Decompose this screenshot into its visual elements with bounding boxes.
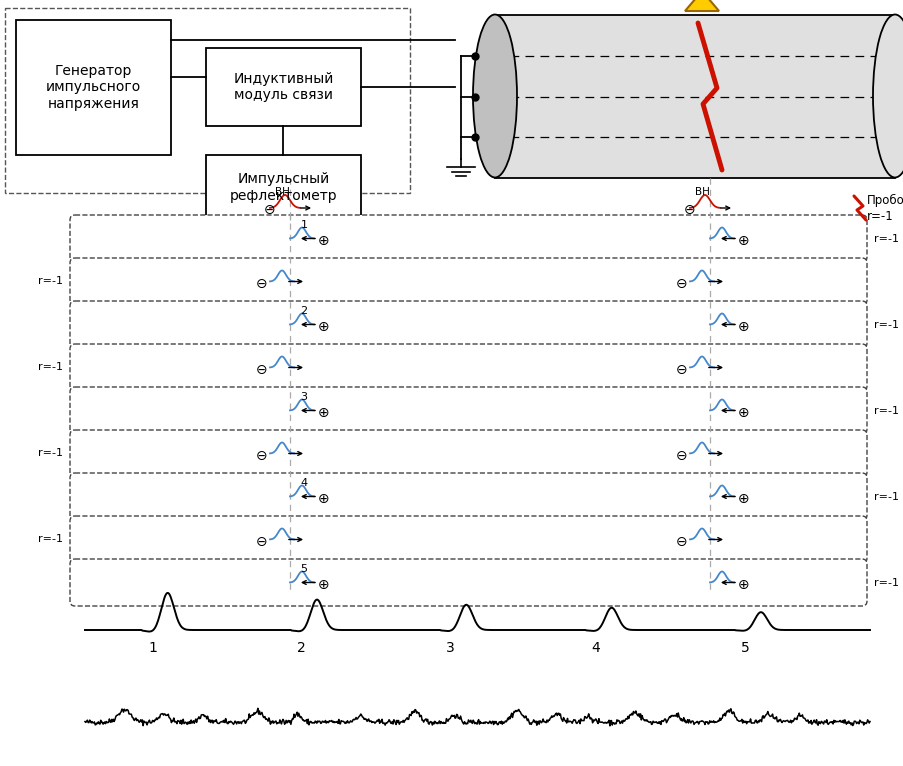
Text: r=-1: r=-1 (38, 362, 63, 372)
Text: ⊖: ⊖ (675, 277, 687, 290)
FancyBboxPatch shape (70, 301, 866, 348)
Text: 2: 2 (300, 306, 307, 316)
Text: 4: 4 (300, 477, 307, 487)
Text: r=-1: r=-1 (873, 578, 898, 588)
Text: r=-1: r=-1 (38, 535, 63, 545)
Text: r=-1: r=-1 (38, 449, 63, 459)
Text: ⊕: ⊕ (318, 405, 330, 420)
Text: ⊕: ⊕ (318, 492, 330, 506)
Bar (206, 155, 360, 220)
Text: Индуктивный
модуль связи: Индуктивный модуль связи (233, 72, 333, 102)
Text: r=-1: r=-1 (866, 209, 893, 222)
FancyBboxPatch shape (70, 559, 866, 606)
Text: Пробой: Пробой (866, 194, 903, 207)
Text: ⊕: ⊕ (738, 578, 749, 591)
Text: ⊖: ⊖ (256, 535, 267, 548)
Bar (16, 20, 171, 155)
Text: ⊕: ⊕ (318, 319, 330, 333)
FancyBboxPatch shape (70, 516, 866, 563)
Text: 3: 3 (300, 391, 307, 401)
Text: 4: 4 (591, 641, 600, 655)
Text: Импульсный
рефлектометр: Импульсный рефлектометр (229, 172, 337, 202)
Text: 2: 2 (297, 641, 305, 655)
FancyBboxPatch shape (70, 473, 866, 520)
Text: ⊕: ⊕ (738, 319, 749, 333)
Text: 5: 5 (300, 564, 307, 574)
Text: 3: 3 (446, 641, 454, 655)
Text: ⊖: ⊖ (684, 203, 695, 217)
Text: r=-1: r=-1 (873, 319, 898, 329)
FancyBboxPatch shape (70, 215, 866, 262)
Text: ⊖: ⊖ (675, 449, 687, 463)
Text: ⊕: ⊕ (318, 234, 330, 247)
Text: r=-1: r=-1 (38, 277, 63, 286)
Ellipse shape (472, 15, 517, 178)
Text: 5: 5 (740, 641, 749, 655)
Text: ⊕: ⊕ (738, 234, 749, 247)
Text: ⊕: ⊕ (738, 492, 749, 506)
Bar (495, 15, 894, 178)
FancyBboxPatch shape (70, 430, 866, 477)
Text: ⊖: ⊖ (675, 535, 687, 548)
FancyBboxPatch shape (70, 258, 866, 305)
Text: ВН: ВН (694, 187, 709, 197)
Text: r=-1: r=-1 (873, 492, 898, 502)
Text: Генератор
импульсного
напряжения: Генератор импульсного напряжения (46, 64, 141, 111)
FancyBboxPatch shape (70, 344, 866, 391)
Text: !: ! (698, 0, 704, 11)
Polygon shape (684, 0, 718, 11)
Text: ⊕: ⊕ (738, 405, 749, 420)
Text: ⊖: ⊖ (256, 277, 267, 290)
Text: ⊖: ⊖ (256, 449, 267, 463)
Text: 1: 1 (300, 220, 307, 230)
Ellipse shape (872, 15, 903, 178)
FancyBboxPatch shape (70, 387, 866, 434)
Text: ВН: ВН (275, 187, 289, 197)
Text: ⊖: ⊖ (256, 362, 267, 377)
Text: ⊖: ⊖ (675, 362, 687, 377)
Text: r=-1: r=-1 (873, 234, 898, 244)
Text: 1: 1 (148, 641, 157, 655)
FancyBboxPatch shape (5, 8, 410, 193)
Bar (206, 48, 360, 126)
Text: r=-1: r=-1 (873, 405, 898, 415)
Text: ⊖: ⊖ (264, 203, 275, 217)
Text: ⊕: ⊕ (318, 578, 330, 591)
